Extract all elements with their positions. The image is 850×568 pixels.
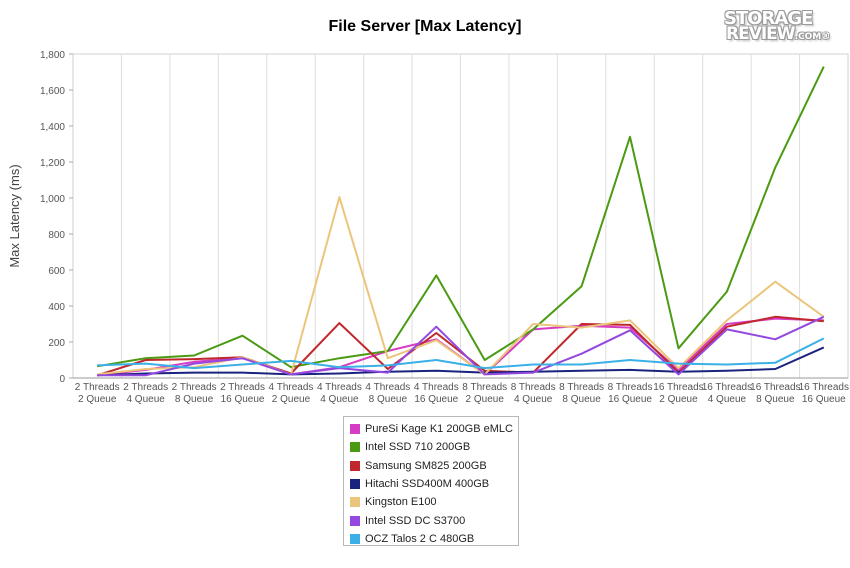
legend-label: OCZ Talos 2 C 480GB	[365, 532, 475, 545]
legend-swatch	[350, 533, 360, 544]
x-tick-label: 2 Queue	[659, 394, 698, 405]
chart-legend: PureSi Kage K1 200GB eMLC Intel SSD 710 2…	[343, 416, 519, 546]
x-tick-label: 4 Queue	[514, 394, 553, 405]
x-tick-label: 2 Queue	[78, 394, 117, 405]
x-tick-label: 16 Queue	[608, 394, 652, 405]
x-tick-label: 4 Threads	[269, 382, 314, 393]
x-tick-label: 2 Queue	[466, 394, 505, 405]
x-tick-label: 16 Queue	[221, 394, 265, 405]
y-tick-label: 1,000	[40, 194, 65, 205]
x-tick-label: 4 Threads	[317, 382, 362, 393]
series-line	[97, 315, 825, 377]
x-tick-label: 8 Threads	[462, 382, 507, 393]
logo-line-1: STORAGE	[724, 8, 813, 29]
legend-item: Intel SSD 710 200GB	[350, 438, 518, 456]
x-tick-label: 2 Threads	[75, 382, 120, 393]
y-axis-title: Max Latency (ms)	[7, 164, 22, 267]
legend-swatch	[350, 424, 360, 435]
legend-label: Kingston E100	[365, 496, 437, 509]
legend-item: Samsung SM825 200GB	[350, 457, 518, 475]
chart-title: File Server [Max Latency]	[328, 18, 522, 35]
x-tick-label: 16 Threads	[702, 382, 752, 393]
series-line	[97, 346, 825, 377]
y-tick-label: 1,600	[40, 86, 65, 97]
x-tick-label: 16 Queue	[414, 394, 458, 405]
x-tick-label: 4 Queue	[126, 394, 165, 405]
legend-label: Samsung SM825 200GB	[365, 459, 487, 472]
legend-swatch	[350, 460, 360, 471]
legend-item: Hitachi SSD400M 400GB	[350, 475, 518, 493]
legend-swatch	[350, 442, 360, 453]
x-tick-label: 8 Queue	[756, 394, 795, 405]
x-tick-label: 8 Threads	[559, 382, 604, 393]
x-tick-label: 8 Threads	[511, 382, 556, 393]
x-tick-label: 2 Threads	[220, 382, 265, 393]
logo-line-2: REVIEW.COM®	[726, 24, 831, 44]
x-tick-label: 8 Queue	[175, 394, 214, 405]
x-tick-label: 4 Threads	[414, 382, 459, 393]
x-tick-label: 4 Queue	[320, 394, 359, 405]
y-tick-label: 200	[48, 338, 65, 349]
legend-label: Intel SSD DC S3700	[365, 514, 466, 527]
y-tick-label: 800	[48, 230, 65, 241]
y-tick-label: 400	[48, 302, 65, 313]
series-line	[97, 196, 825, 376]
y-tick-label: 0	[59, 374, 65, 385]
y-tick-label: 1,800	[40, 50, 65, 61]
x-tick-label: 8 Queue	[369, 394, 408, 405]
x-tick-label: 8 Threads	[608, 382, 653, 393]
legend-item: OCZ Talos 2 C 480GB	[350, 530, 518, 548]
legend-swatch	[350, 497, 360, 508]
legend-item: PureSi Kage K1 200GB eMLC	[350, 420, 518, 438]
legend-item: Kingston E100	[350, 493, 518, 511]
storage-review-logo: STORAGE REVIEW.COM®	[718, 8, 836, 46]
y-tick-label: 1,400	[40, 122, 65, 133]
x-tick-label: 2 Threads	[123, 382, 168, 393]
x-tick-label: 8 Queue	[562, 394, 601, 405]
x-tick-label: 2 Threads	[172, 382, 217, 393]
legend-item: Intel SSD DC S3700	[350, 511, 518, 529]
x-tick-label: 16 Threads	[750, 382, 800, 393]
x-tick-label: 4 Threads	[365, 382, 410, 393]
x-tick-label: 4 Queue	[708, 394, 747, 405]
legend-swatch	[350, 515, 360, 526]
series-line	[97, 66, 825, 369]
x-tick-label: 16 Queue	[802, 394, 846, 405]
y-tick-label: 1,200	[40, 158, 65, 169]
series-line	[97, 337, 825, 370]
y-tick-label: 600	[48, 266, 65, 277]
x-tick-label: 16 Threads	[799, 382, 849, 393]
legend-label: PureSi Kage K1 200GB eMLC	[365, 423, 513, 436]
x-tick-label: 16 Threads	[653, 382, 703, 393]
x-tick-label: 2 Queue	[272, 394, 311, 405]
legend-label: Intel SSD 710 200GB	[365, 441, 471, 454]
legend-swatch	[350, 479, 360, 490]
legend-label: Hitachi SSD400M 400GB	[365, 478, 490, 491]
